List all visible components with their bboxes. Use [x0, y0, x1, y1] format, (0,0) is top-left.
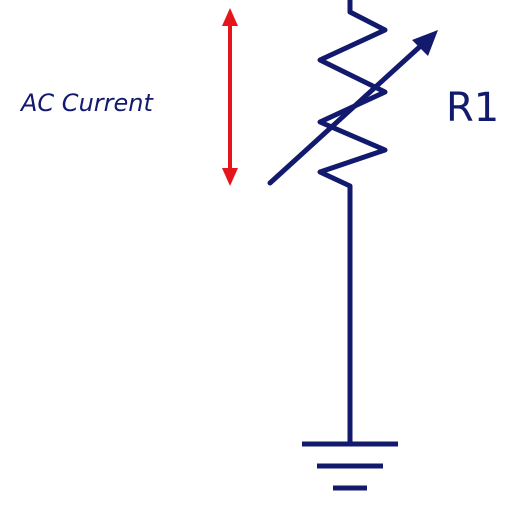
ac-current-arrow-head-bottom: [222, 168, 238, 186]
variable-resistor-arrow: [267, 30, 438, 186]
variable-arrow-head: [412, 30, 438, 56]
ac-current-label: AC Current: [19, 89, 154, 117]
ground-symbol: [302, 441, 398, 491]
variable-arrow-shaft: [267, 39, 428, 186]
ac-current-arrow: [222, 8, 238, 186]
ac-current-arrow-head-top: [222, 8, 238, 26]
resistor-zigzag: [317, 9, 388, 213]
resistor-label: R1: [446, 85, 499, 131]
